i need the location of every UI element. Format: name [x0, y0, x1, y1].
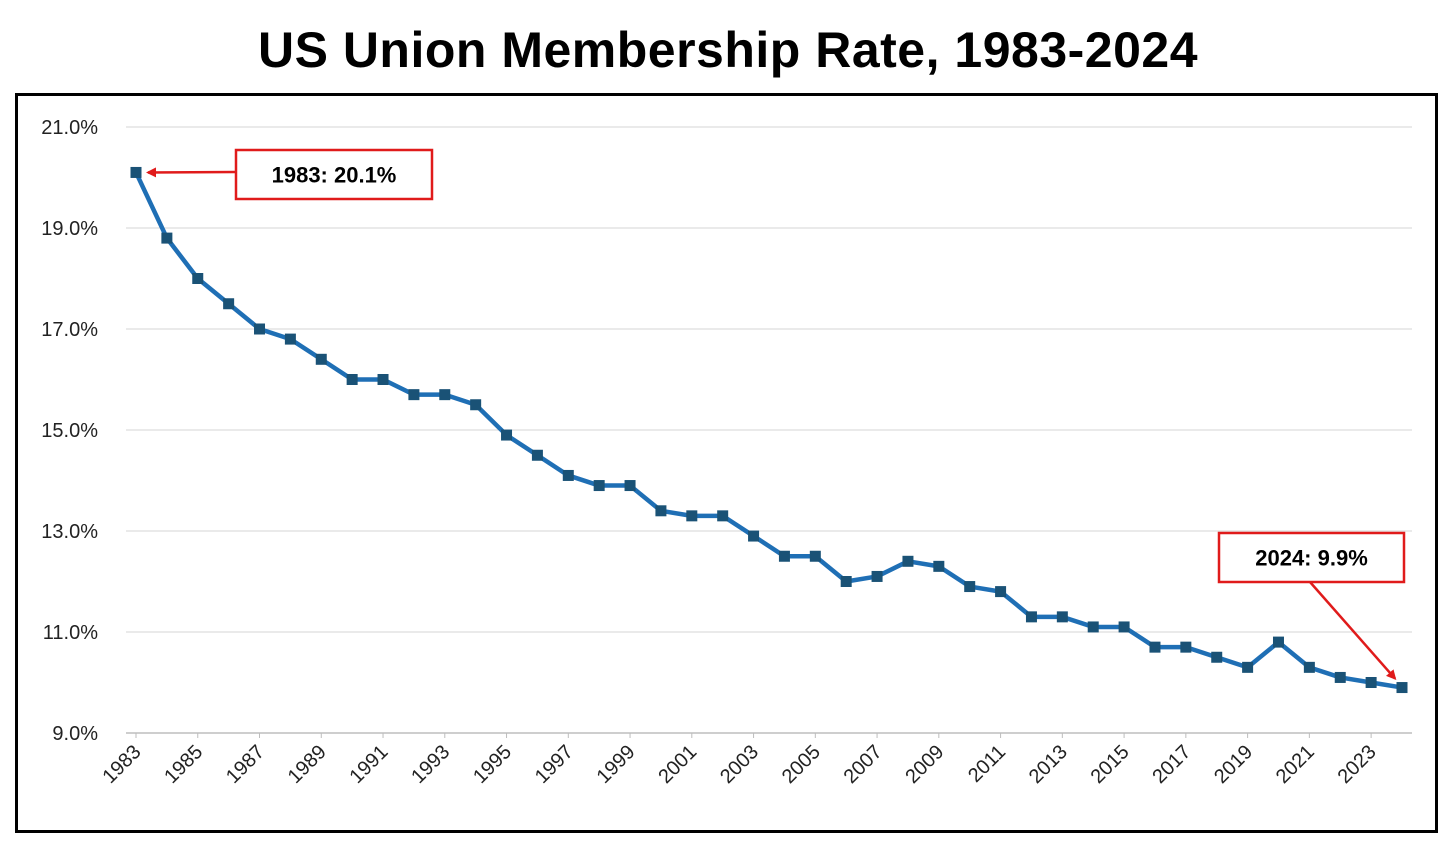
y-axis-tick-labels: 9.0% 11.0% 13.0% 15.0% 17.0% 19.0% 21.0%	[41, 117, 98, 745]
chart-frame	[15, 93, 1438, 833]
x-tick-label: 2017	[1148, 741, 1195, 788]
data-point	[871, 570, 883, 582]
x-tick-label: 1987	[222, 741, 269, 788]
data-point	[470, 399, 482, 411]
data-point	[1025, 611, 1037, 623]
data-point	[1087, 621, 1099, 633]
data-point	[377, 374, 389, 385]
data-point	[161, 232, 173, 244]
data-point	[1242, 661, 1254, 673]
axes	[126, 732, 1412, 738]
x-tick-label: 1989	[284, 741, 331, 788]
series-layer	[130, 166, 1408, 694]
y-tick-label: 17.0%	[41, 319, 98, 341]
data-point	[1396, 682, 1408, 694]
y-tick-label: 15.0%	[41, 420, 98, 442]
gridlines	[126, 126, 1412, 633]
y-tick-label: 19.0%	[41, 218, 98, 240]
x-tick-label: 2021	[1272, 741, 1319, 788]
annotation-box	[1217, 531, 1406, 584]
data-point	[192, 273, 204, 284]
data-point	[1303, 661, 1315, 673]
x-tick-label: 1991	[346, 741, 393, 788]
data-point	[778, 550, 790, 562]
x-tick-label: 2015	[1087, 741, 1134, 788]
x-tick-label: 2001	[654, 741, 701, 788]
data-point	[686, 510, 698, 522]
data-point	[748, 530, 760, 542]
data-point	[315, 353, 327, 365]
data-point	[933, 560, 945, 572]
y-tick-label: 21.0%	[41, 117, 98, 139]
data-point	[562, 469, 574, 481]
data-point	[624, 480, 636, 492]
data-point	[1334, 671, 1346, 683]
x-tick-label: 2003	[716, 741, 763, 788]
x-axis-tick-labels: 1983 1985 1987 1989 1991 1993 1995 1997 1999 2001…	[99, 741, 1381, 788]
data-point	[1149, 641, 1161, 653]
data-point	[531, 449, 543, 461]
chart-title: US Union Membership Rate, 1983-2024	[257, 22, 1199, 78]
x-tick-label: 1985	[160, 741, 207, 788]
data-point	[717, 510, 729, 522]
data-point	[1180, 641, 1192, 653]
data-point	[1365, 677, 1377, 688]
annotation-arrow	[1309, 581, 1397, 681]
y-tick-label: 11.0%	[43, 622, 98, 644]
data-point	[840, 576, 852, 587]
data-point	[902, 555, 914, 567]
x-tick-label: 2019	[1210, 741, 1257, 788]
annotation-box	[234, 148, 434, 201]
data-point	[1272, 636, 1284, 648]
x-tick-label: 2005	[778, 741, 825, 788]
data-point	[964, 581, 976, 593]
annotations: 1983: 20.1% 2024: 9.9%	[146, 148, 1406, 681]
data-point	[408, 389, 420, 401]
y-tick-label: 9.0%	[52, 723, 98, 745]
x-tick-label: 2009	[901, 741, 948, 788]
data-point	[501, 429, 513, 441]
x-tick-label: 1999	[593, 741, 640, 788]
data-point	[1118, 621, 1130, 633]
data-point	[1056, 611, 1068, 623]
x-tick-label: 1993	[407, 741, 454, 788]
x-tick-label: 2013	[1025, 741, 1072, 788]
data-point	[223, 298, 235, 310]
data-point	[995, 586, 1007, 598]
data-point	[254, 323, 266, 335]
x-tick-label: 2007	[840, 741, 887, 788]
y-tick-label: 13.0%	[41, 521, 98, 543]
data-point	[655, 505, 667, 517]
annotation-label: 1983: 20.1%	[272, 163, 397, 188]
data-point	[809, 550, 821, 562]
x-tick-label: 2023	[1334, 741, 1381, 788]
data-point	[439, 389, 451, 401]
data-point	[1211, 651, 1223, 663]
data-point	[284, 333, 296, 345]
data-point	[593, 480, 605, 492]
data-point	[346, 374, 358, 385]
x-tick-label: 1983	[99, 741, 146, 788]
x-tick-label: 2011	[964, 741, 1010, 787]
x-tick-label: 1997	[531, 741, 578, 788]
x-tick-label: 1995	[469, 741, 516, 788]
data-point	[130, 166, 142, 178]
annotation-label: 2024: 9.9%	[1255, 546, 1368, 571]
